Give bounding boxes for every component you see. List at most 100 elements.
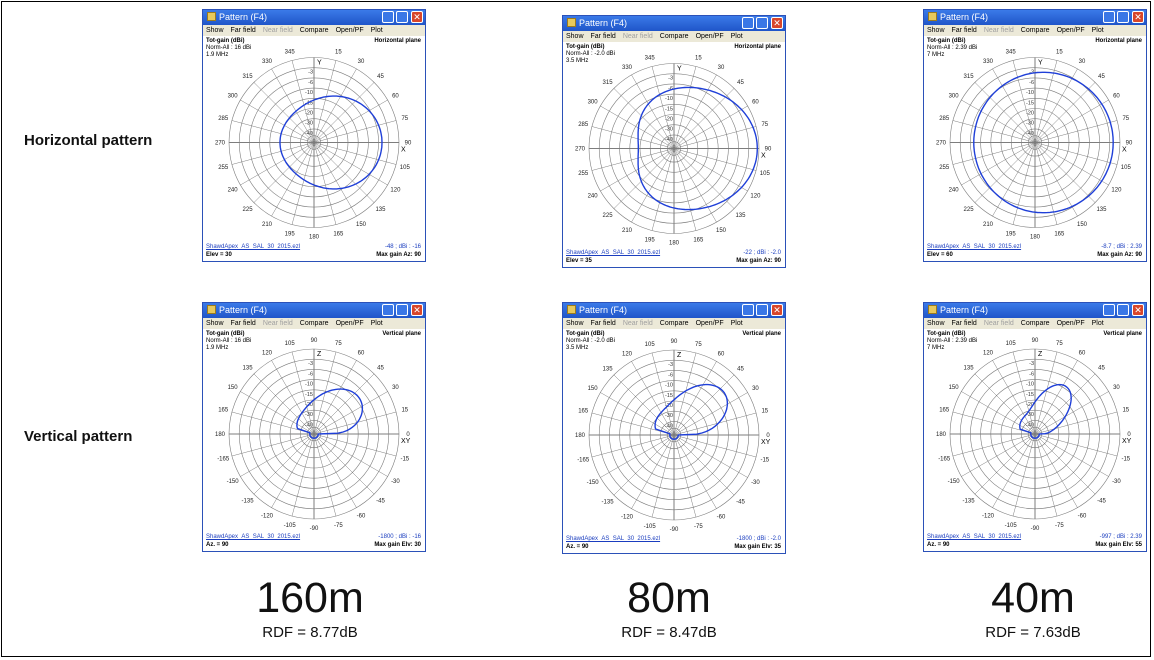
angle-tick-label: 60 [1113,94,1120,100]
menu-item[interactable]: Plot [370,320,383,327]
menu-item[interactable]: Far field [590,33,616,40]
menu-item[interactable]: Show [206,320,224,327]
gain-label: Tot-gain (dBi) [927,331,966,337]
close-button[interactable]: ✕ [771,304,783,316]
angle-tick-label: 165 [333,231,344,237]
menu-item[interactable]: Show [566,320,584,327]
maximize-button[interactable] [756,304,768,316]
minimize-button[interactable] [1103,11,1115,23]
angle-tick-label: 180 [215,432,226,438]
ring-label: -10 [305,382,313,388]
window-titlebar: Pattern (F4) ✕ [563,303,785,318]
minimize-button[interactable] [742,304,754,316]
menu-bar: Show Far field Near field Compare Open/PF Plo… [924,25,1146,36]
polar-spoke [1034,120,1118,143]
angle-tick-label: 60 [358,351,365,357]
polar-spoke [673,352,697,436]
maximize-button[interactable] [1117,11,1129,23]
menu-item[interactable]: Open/PF [335,27,364,34]
menu-item[interactable]: Plot [730,33,743,40]
menu-item[interactable]: Plot [1091,27,1104,34]
gain-label: Tot-gain (dBi) [927,38,966,44]
minimize-button[interactable] [742,17,754,29]
frequency-label: 7 MHz [927,345,945,351]
ring-label: -6 [308,80,313,86]
pattern-window-horizontal: Pattern (F4) ✕ Show Far field Near field Comp… [202,9,426,262]
angle-tick-label: 285 [218,116,229,122]
file-link[interactable]: ShawdApex_AS_SAL_30_2015.ezl [927,534,1022,540]
polar-spoke [673,148,717,223]
polar-spoke [240,99,315,143]
menu-item[interactable]: Plot [1091,320,1104,327]
minimize-button[interactable] [382,304,394,316]
angle-tick-label: -120 [982,513,995,519]
angle-tick-label: -45 [1097,498,1106,504]
angle-tick-label: -150 [948,479,961,485]
plot-area: 345 15 30 45 60 75 90 105 120 135 150 165 180 195 210 2… [203,36,425,261]
close-button[interactable]: ✕ [771,17,783,29]
maximize-button[interactable] [396,11,408,23]
angle-tick-label: 60 [392,94,399,100]
menu-item[interactable]: Open/PF [695,33,724,40]
maximize-button[interactable] [756,17,768,29]
maximize-button[interactable] [396,304,408,316]
angle-tick-label: 300 [949,94,960,100]
menu-item[interactable]: Show [566,33,584,40]
menu-bar: Show Far field Near field Compare Open/PF Plo… [203,318,425,329]
max-gain-label: Max gain Az: 90 [1097,252,1142,258]
angle-tick-label: -60 [1078,513,1087,519]
minimize-button[interactable] [382,11,394,23]
menu-item[interactable]: Compare [299,320,329,327]
polar-spoke [631,361,675,436]
axis-label-right: XY [401,438,411,445]
close-button[interactable]: ✕ [1132,304,1144,316]
menu-item[interactable]: Far field [590,320,616,327]
polar-spoke [1034,142,1058,225]
menu-item[interactable]: Far field [951,320,977,327]
maximize-button[interactable] [1117,304,1129,316]
minimize-button[interactable] [1103,304,1115,316]
menu-item[interactable]: Show [927,27,945,34]
frequency-label: 1.9 MHz [206,52,229,58]
polar-spoke [291,142,315,225]
polar-spoke [313,433,375,495]
menu-item[interactable]: Compare [299,27,329,34]
menu-item[interactable]: Plot [370,27,383,34]
menu-item[interactable]: Compare [1020,320,1050,327]
menu-item[interactable]: Open/PF [335,320,364,327]
file-link[interactable]: ShawdApex_AS_SAL_30_2015.ezl [206,244,301,250]
menu-item[interactable]: Open/PF [695,320,724,327]
angle-tick-label: 15 [761,409,768,415]
angle-tick-label: 300 [588,100,599,106]
menu-item[interactable]: Compare [659,320,689,327]
file-link[interactable]: ShawdApex_AS_SAL_30_2015.ezl [206,534,301,540]
menu-item[interactable]: Open/PF [1056,320,1085,327]
angle-tick-label: 150 [588,386,599,392]
close-button[interactable]: ✕ [411,304,423,316]
close-button[interactable]: ✕ [411,11,423,23]
angle-tick-label: 90 [671,339,678,345]
menu-item[interactable]: Show [927,320,945,327]
polar-spoke [651,352,675,436]
polar-spoke [231,411,315,435]
angle-tick-label: 150 [228,385,239,391]
angle-tick-label: 90 [405,141,412,147]
angle-tick-label: 30 [358,59,365,65]
menu-item[interactable]: Compare [1020,27,1050,34]
file-link[interactable]: ShawdApex_AS_SAL_30_2015.ezl [566,536,661,542]
menu-item[interactable]: Far field [230,27,256,34]
file-link[interactable]: ShawdApex_AS_SAL_30_2015.ezl [566,250,661,256]
axis-label-top: Z [317,351,322,358]
angle-tick-label: 195 [645,237,656,243]
angle-tick-label: -60 [717,514,726,520]
menu-item[interactable]: Compare [659,33,689,40]
menu-item[interactable]: Far field [951,27,977,34]
file-link[interactable]: ShawdApex_AS_SAL_30_2015.ezl [927,244,1022,250]
close-button[interactable]: ✕ [1132,11,1144,23]
ring-label: -10 [665,96,673,102]
menu-item[interactable]: Show [206,27,224,34]
menu-item[interactable]: Plot [730,320,743,327]
menu-item[interactable]: Far field [230,320,256,327]
menu-item[interactable]: Open/PF [1056,27,1085,34]
max-gain-label: Max gain Elv: 55 [1095,542,1142,548]
